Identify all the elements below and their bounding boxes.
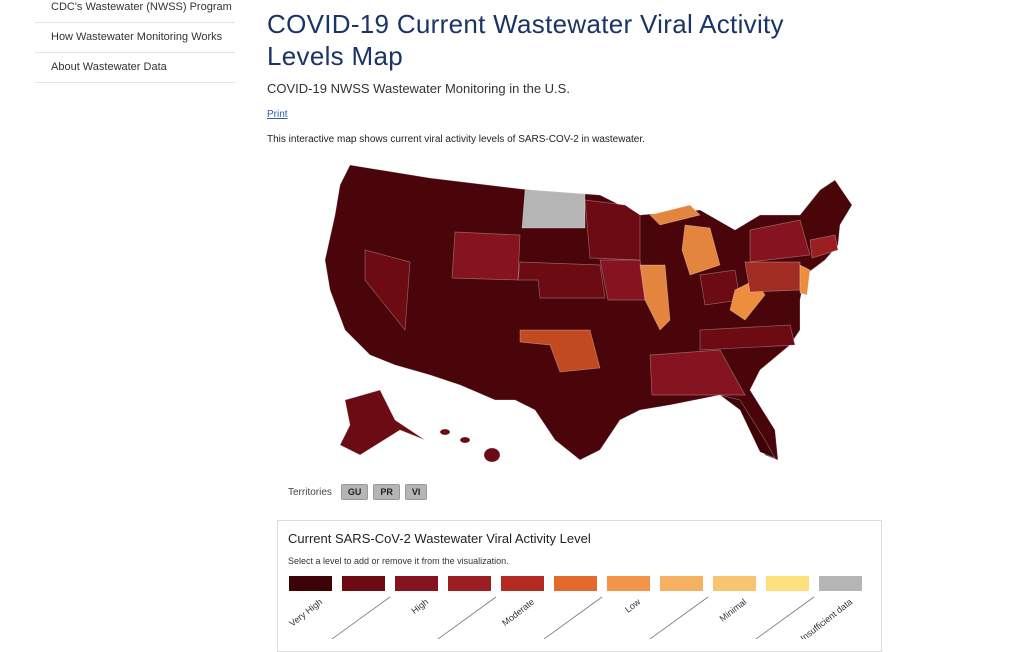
state (681, 224, 721, 276)
state (699, 324, 796, 351)
sidebar: CDC's Wastewater (NWSS) Program How Waste… (35, 0, 235, 83)
state (744, 261, 801, 293)
level-swatch[interactable] (607, 576, 650, 591)
state (459, 436, 471, 444)
level-divider (755, 596, 815, 639)
state (521, 189, 586, 229)
level-swatch[interactable] (289, 576, 332, 591)
legend-title: Current SARS-CoV-2 Wastewater Viral Acti… (288, 531, 591, 546)
state (584, 199, 641, 261)
state (649, 349, 746, 396)
state (451, 231, 521, 281)
legend: Current SARS-CoV-2 Wastewater Viral Acti… (277, 520, 882, 652)
level-swatch[interactable] (395, 576, 438, 591)
level-label: Very High (287, 597, 324, 629)
state (809, 234, 839, 259)
level-divider (437, 596, 497, 639)
state (719, 394, 776, 459)
state (639, 264, 671, 331)
level-swatch[interactable] (766, 576, 809, 591)
territory-button[interactable]: VI (404, 484, 428, 500)
sidebar-link[interactable]: About Wastewater Data (35, 53, 235, 83)
legend-instruction: Select a level to add or remove it from … (288, 556, 509, 566)
page: CDC's Wastewater (NWSS) Program How Waste… (35, 0, 882, 652)
level-divider (649, 596, 709, 639)
level-label: High (409, 597, 430, 616)
level-divider (543, 596, 603, 639)
state (749, 219, 811, 263)
state (599, 259, 646, 301)
level-swatch[interactable] (501, 576, 544, 591)
level-swatch[interactable] (713, 576, 756, 591)
territory-button[interactable]: PR (373, 484, 400, 500)
territories: Territories GU PR VI (288, 484, 428, 500)
state (799, 264, 811, 296)
us-map (324, 164, 853, 463)
level-label: Low (623, 596, 643, 614)
state (649, 204, 701, 226)
level-label: Insufficient data (799, 597, 855, 639)
level-swatch[interactable] (819, 576, 862, 591)
state (519, 329, 601, 373)
sidebar-link[interactable]: How Wastewater Monitoring Works (35, 23, 235, 53)
page-title: COVID-19 Current Wastewater Viral Activi… (267, 9, 784, 71)
territories-label: Territories (288, 486, 332, 498)
level-swatch[interactable] (660, 576, 703, 591)
level-swatch[interactable] (342, 576, 385, 591)
state (439, 428, 451, 436)
state (483, 447, 501, 463)
level-divider (331, 596, 391, 639)
territory-button[interactable]: GU (340, 484, 369, 500)
state (517, 261, 606, 299)
level-label: Minimal (718, 597, 749, 624)
legend-scale: Very High High Moderate Low Minimal Insuffici… (287, 576, 862, 639)
description: This interactive map shows current viral… (267, 134, 645, 145)
sidebar-link[interactable]: CDC's Wastewater (NWSS) Program (35, 0, 235, 23)
state (364, 249, 411, 331)
print-link[interactable]: Print (267, 109, 288, 120)
level-swatch[interactable] (448, 576, 491, 591)
level-swatch[interactable] (554, 576, 597, 591)
subtitle: COVID-19 NWSS Wastewater Monitoring in t… (267, 81, 570, 96)
state (339, 389, 426, 456)
level-label: Moderate (500, 597, 536, 628)
